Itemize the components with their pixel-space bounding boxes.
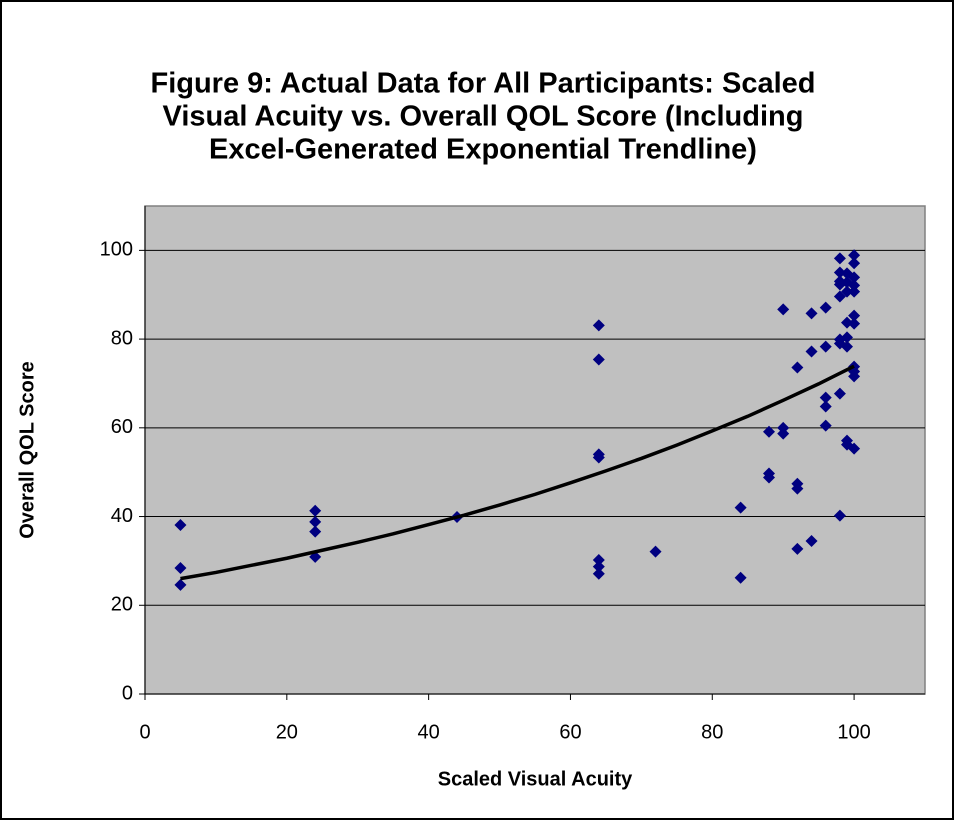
data-point (649, 545, 662, 558)
data-point (848, 442, 861, 455)
data-point (819, 400, 832, 413)
data-point (791, 542, 804, 555)
y-tick-label: 40 (111, 505, 133, 527)
data-point (592, 560, 605, 573)
chart-title: Visual Acuity vs. Overall QOL Score (Inc… (163, 101, 804, 133)
x-tick-label: 20 (276, 721, 298, 743)
data-point (791, 482, 804, 495)
x-tick-label: 0 (139, 721, 150, 743)
chart-title: Figure 9: Actual Data for All Participan… (150, 68, 815, 100)
y-tick-label: 0 (122, 682, 133, 704)
data-point (592, 567, 605, 580)
data-point (791, 361, 804, 374)
data-point (777, 303, 790, 316)
plot-area (144, 205, 926, 695)
data-point (805, 345, 818, 358)
y-tick-label: 100 (100, 239, 133, 261)
data-point (174, 518, 187, 531)
data-point (734, 571, 747, 584)
data-point (734, 501, 747, 514)
data-point (833, 252, 846, 265)
data-point (848, 309, 861, 322)
data-point (309, 515, 322, 528)
x-tick-label: 40 (418, 721, 440, 743)
data-point (833, 387, 846, 400)
data-point (841, 340, 853, 353)
data-point (848, 317, 861, 330)
data-point (848, 285, 861, 298)
y-tick-label: 80 (111, 327, 133, 349)
data-point (841, 331, 853, 344)
data-point (309, 525, 322, 538)
data-point (833, 266, 846, 279)
x-tick-label: 80 (701, 721, 723, 743)
data-point (819, 301, 832, 314)
data-point (309, 504, 322, 517)
data-point (592, 451, 605, 464)
data-point (848, 249, 861, 262)
data-point (763, 425, 775, 438)
data-point (819, 391, 832, 404)
chart-title: Excel-Generated Exponential Trendline) (209, 134, 757, 166)
x-tick-label: 60 (559, 721, 581, 743)
x-tick-label: 100 (837, 721, 870, 743)
data-point (805, 307, 818, 320)
data-point (174, 562, 187, 575)
data-point (841, 285, 853, 298)
data-point (592, 319, 605, 332)
y-tick-label: 20 (111, 594, 133, 616)
data-point (841, 316, 853, 329)
data-point (819, 340, 832, 353)
x-axis-title: Scaled Visual Acuity (438, 768, 633, 790)
data-point (592, 353, 605, 366)
data-point (592, 554, 605, 567)
data-point (805, 534, 818, 547)
data-point (833, 509, 846, 522)
y-tick-label: 60 (111, 416, 133, 438)
data-point (819, 419, 832, 432)
data-point (848, 370, 861, 383)
data-point (777, 427, 790, 440)
data-point (848, 279, 861, 292)
data-point (763, 471, 775, 484)
data-point (174, 578, 187, 591)
data-point (848, 257, 861, 270)
trendline (180, 364, 855, 581)
data-point (848, 271, 861, 284)
y-axis-title: Overall QOL Score (16, 361, 38, 539)
